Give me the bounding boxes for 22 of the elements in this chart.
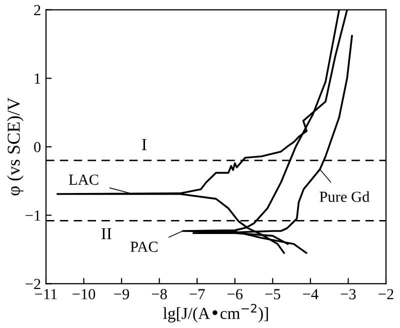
x-tick-label: −4 xyxy=(303,289,318,300)
y-tick-label: −1 xyxy=(26,210,40,221)
series-label: PAC xyxy=(130,242,158,252)
x-tick-label: −2 xyxy=(378,289,394,300)
legend-label: Pure Gd xyxy=(320,191,370,202)
ref-line-label: II xyxy=(101,228,112,240)
x-tick-label: −9 xyxy=(114,289,130,300)
x-tick-label: −3 xyxy=(340,289,356,300)
y-tick-label: 1 xyxy=(34,74,40,84)
y-tick-label: 2 xyxy=(34,5,40,16)
y-tick-label: 0 xyxy=(34,142,41,152)
ref-line-label: I xyxy=(142,139,146,150)
y-axis-title: φ (vs SCE)/V xyxy=(7,98,24,196)
x-axis-title: lg[J/(A•cm$^{−2}$)] xyxy=(163,304,268,322)
x-tick-label: −7 xyxy=(190,289,205,300)
series-label: LAC xyxy=(68,174,98,185)
y-tick-label: −2 xyxy=(26,278,40,290)
x-tick-label: −10 xyxy=(72,289,96,300)
x-tick-label: −8 xyxy=(152,289,167,300)
x-tick-label: −6 xyxy=(228,289,243,300)
x-tick-label: −11 xyxy=(35,289,57,300)
x-tick-label: −5 xyxy=(265,289,280,300)
